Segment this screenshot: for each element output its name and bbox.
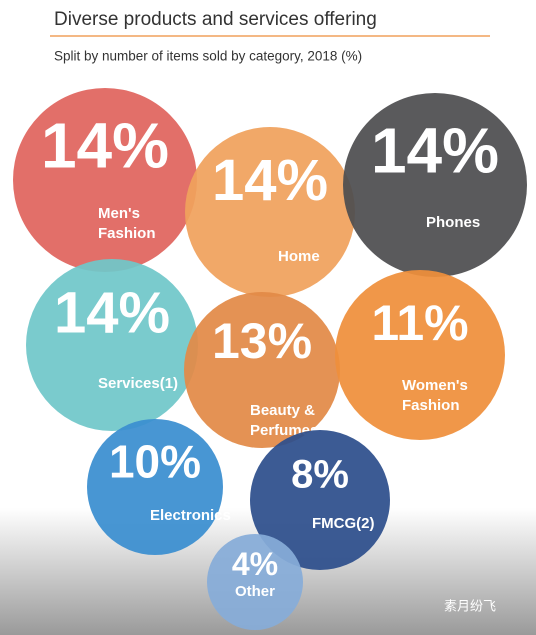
bubble (87, 419, 223, 555)
bubble (185, 127, 355, 297)
value-label: 13% (212, 313, 312, 369)
category-label: Phones (426, 214, 480, 231)
bubble (335, 270, 505, 440)
bubble (184, 292, 340, 448)
chart-subtitle: Split by number of items sold by categor… (54, 49, 362, 64)
bubble (250, 430, 390, 570)
category-label: Electronics (150, 507, 231, 524)
category-label: Other (235, 583, 275, 600)
value-label: 14% (54, 281, 170, 346)
chart-title: Diverse products and services offering (54, 9, 377, 30)
bubble (207, 534, 303, 630)
value-label: 14% (212, 148, 328, 213)
value-label: 8% (291, 452, 349, 496)
value-label: 14% (41, 109, 169, 181)
bubbles: 14% Men's Fashion 14% Home 14% Phones 14% Servic… (13, 88, 527, 630)
bubble (343, 93, 527, 277)
category-label: Women's Fashion (402, 377, 468, 414)
value-label: 11% (371, 295, 468, 351)
watermark: 素月纷飞 (444, 598, 496, 613)
category-label: Services(1) (98, 375, 178, 392)
bubble (26, 259, 198, 431)
value-label: 14% (371, 114, 499, 186)
category-label: Home (278, 248, 320, 265)
value-label: 10% (109, 435, 201, 487)
bubble (13, 88, 197, 272)
category-label: FMCG(2) (312, 515, 375, 532)
category-label: Men's Fashion (98, 205, 156, 242)
value-label: 4% (232, 546, 278, 582)
